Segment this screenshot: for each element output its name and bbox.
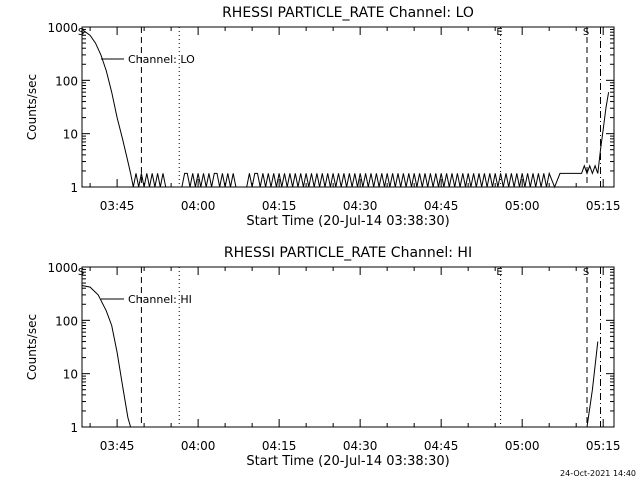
panel-lo-legend: Channel: LO	[101, 53, 195, 66]
event-marker-label: S	[583, 267, 589, 278]
x-tick-label: 04:00	[181, 199, 216, 213]
panel-lo-ylabel: Counts/sec	[25, 74, 39, 140]
panel-lo-xlabel: Start Time (20-Jul-14 03:38:30)	[246, 214, 449, 229]
panel-lo-frame	[81, 26, 615, 188]
y-tick-label: 100	[55, 74, 78, 88]
event-marker-label: S	[78, 267, 84, 278]
y-tick-label: 1	[70, 181, 78, 195]
y-tick-label: 10	[63, 128, 78, 142]
x-tick-label: 05:00	[505, 439, 540, 453]
y-tick-label: 1	[70, 421, 78, 435]
x-tick-label: 04:15	[262, 199, 297, 213]
series-line-lo	[81, 28, 610, 189]
event-marker-label: S	[583, 27, 589, 38]
panel-lo: RHESSI PARTICLE_RATE Channel: LO Counts/…	[25, 5, 620, 229]
generation-timestamp: 24-Oct-2021 14:40	[560, 469, 636, 478]
x-tick-label: 05:00	[505, 199, 540, 213]
panel-lo-ticks: 03:45 04:00 04:15 04:30 04:45 05:00 05:15 1 10 10…	[47, 21, 620, 213]
x-tick-label: 03:45	[100, 199, 135, 213]
series-line-hi	[81, 285, 599, 428]
x-tick-label: 04:15	[262, 439, 297, 453]
panel-hi-title: RHESSI PARTICLE_RATE Channel: HI	[224, 245, 472, 261]
x-tick-label: 04:30	[343, 199, 378, 213]
panel-lo-title: RHESSI PARTICLE_RATE Channel: LO	[222, 5, 474, 21]
y-tick-label: 100	[55, 314, 78, 328]
panel-hi-xlabel: Start Time (20-Jul-14 03:38:30)	[246, 454, 449, 469]
panel-hi-ylabel: Counts/sec	[25, 314, 39, 380]
event-marker-label: E	[496, 267, 502, 278]
panel-hi: RHESSI PARTICLE_RATE Channel: HI Counts/…	[25, 245, 620, 469]
x-tick-label: 05:15	[586, 199, 621, 213]
x-tick-label: 04:45	[424, 199, 459, 213]
event-marker-label: S	[78, 27, 84, 38]
x-tick-label: 04:45	[424, 439, 459, 453]
x-tick-label: 04:30	[343, 439, 378, 453]
legend-lo-label: Channel: LO	[128, 53, 195, 66]
panel-lo-series	[81, 28, 610, 189]
y-tick-label: 10	[63, 368, 78, 382]
event-marker-label: E	[496, 27, 502, 38]
panel-hi-series	[81, 285, 599, 428]
panel-hi-legend: Channel: HI	[101, 293, 192, 306]
panel-hi-ticks: 03:45 04:00 04:15 04:30 04:45 05:00 05:15 1 10 10…	[47, 261, 620, 453]
legend-hi-label: Channel: HI	[128, 293, 192, 306]
x-tick-label: 05:15	[586, 439, 621, 453]
y-tick-label: 1000	[47, 261, 78, 275]
x-tick-label: 04:00	[181, 439, 216, 453]
y-tick-label: 1000	[47, 21, 78, 35]
x-tick-label: 03:45	[100, 439, 135, 453]
panel-hi-frame	[81, 266, 615, 428]
